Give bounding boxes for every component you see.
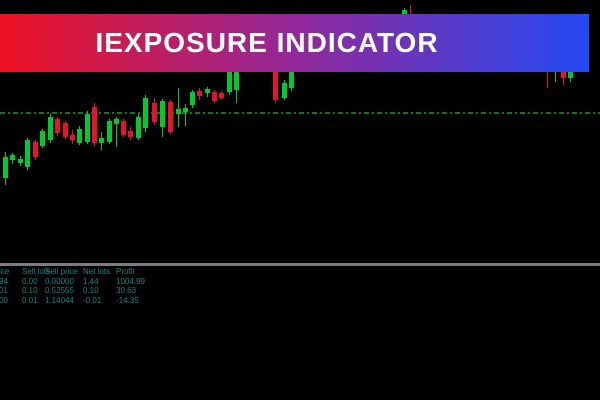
bearish-candle-body <box>33 142 38 157</box>
bullish-candle-body <box>234 60 239 90</box>
exposure-column-profit: Profit 1004.99 30.63 -14.35 <box>116 267 145 305</box>
bullish-candle-body <box>114 119 119 124</box>
bearish-candle-body <box>197 91 202 96</box>
exposure-cell: 0.10 <box>83 286 99 295</box>
exposure-cell: 1.44 <box>83 276 99 286</box>
subwindow-separator[interactable] <box>0 263 600 266</box>
exposure-table: ice 94 01 00 Sell lots 0.00 0.10 0.01 Sell price… <box>0 267 600 312</box>
bearish-candle-body <box>212 92 217 101</box>
indicator-banner: IEXPOSURE INDICATOR <box>0 14 589 72</box>
candle-wick <box>178 88 179 127</box>
bearish-candle-body <box>121 121 126 135</box>
price-level-line <box>0 112 600 114</box>
candle-wick <box>410 5 411 20</box>
exposure-cell: 0.00 <box>22 276 38 286</box>
bullish-candle-body <box>402 10 407 14</box>
bullish-candle-body <box>176 109 181 114</box>
bearish-candle-body <box>70 135 75 140</box>
exposure-column-header: Net lots <box>83 267 111 276</box>
exposure-cell: 1.14044 <box>45 295 74 305</box>
exposure-cell: -14.35 <box>116 295 139 305</box>
bearish-candle-body <box>63 123 68 137</box>
bullish-candle-body <box>183 108 188 112</box>
bullish-candle-body <box>205 89 210 93</box>
bullish-candle-body <box>85 114 90 142</box>
bearish-candle-body <box>219 93 224 98</box>
candlestick-chart[interactable] <box>0 0 600 263</box>
bearish-candle-body <box>273 60 278 100</box>
bullish-candle-body <box>99 138 104 143</box>
exposure-cell: -0.01 <box>83 295 102 305</box>
exposure-cell: 0.00000 <box>45 276 74 286</box>
bullish-candle-body <box>25 140 30 167</box>
bullish-candle-body <box>77 129 82 143</box>
candle-wick <box>185 104 186 126</box>
bearish-candle-body <box>92 107 97 143</box>
bullish-candle-body <box>48 117 53 140</box>
bullish-candle-body <box>282 83 287 98</box>
banner-title: IEXPOSURE INDICATOR <box>95 27 439 58</box>
bullish-candle-body <box>107 121 112 142</box>
bullish-candle-body <box>18 159 23 163</box>
bullish-candle-body <box>10 155 15 160</box>
exposure-cell: 00 <box>0 295 8 305</box>
exposure-cell: 0.10 <box>22 286 38 295</box>
candle-wick <box>116 117 117 147</box>
bearish-candle-body <box>152 103 157 122</box>
bullish-candle-body <box>190 92 195 105</box>
bullish-candle-body <box>3 157 8 178</box>
exposure-column-header: Sell lots <box>22 267 51 276</box>
bullish-candle-body <box>160 101 165 127</box>
bullish-candle-body <box>289 70 294 88</box>
exposure-column-buy-price-partial: ice 94 01 00 <box>0 267 9 305</box>
exposure-column-sell-price: Sell price 0.00000 0.52555 1.14044 <box>45 267 78 305</box>
exposure-column-sell-lots: Sell lots 0.00 0.10 0.01 <box>22 267 50 305</box>
bearish-candle-body <box>168 102 173 132</box>
exposure-cell: 0.52555 <box>45 286 74 295</box>
bullish-candle-body <box>40 131 45 146</box>
exposure-cell: 94 <box>0 276 8 286</box>
exposure-cell: 1004.99 <box>116 276 145 286</box>
exposure-column-header: Sell price <box>45 267 78 276</box>
exposure-column-net-lots: Net lots 1.44 0.10 -0.01 <box>83 267 110 305</box>
exposure-cell: 0.01 <box>22 295 38 305</box>
exposure-column-header: Profit <box>116 267 135 276</box>
exposure-cell: 01 <box>0 286 8 295</box>
exposure-cell: 30.63 <box>116 286 137 295</box>
bullish-candle-body <box>143 98 148 128</box>
bullish-candle-body <box>136 117 141 138</box>
bearish-candle-body <box>128 131 133 137</box>
exposure-column-header: ice <box>0 267 10 276</box>
bearish-candle-body <box>55 119 60 133</box>
bullish-candle-body <box>227 60 232 92</box>
